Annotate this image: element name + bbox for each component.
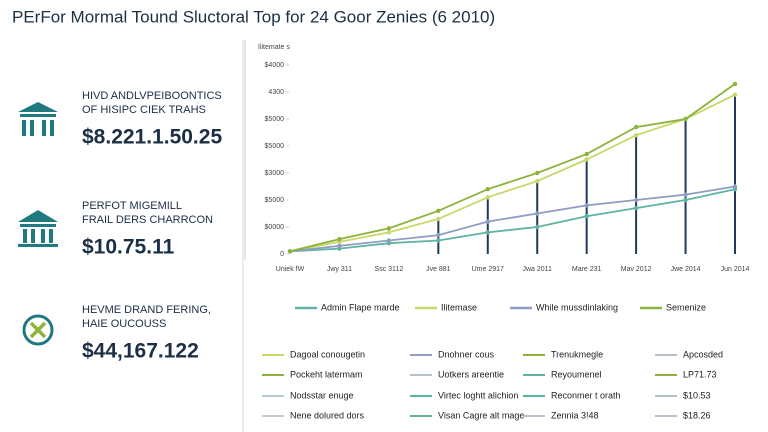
point	[584, 214, 589, 219]
legend-label: Semenize	[666, 302, 706, 312]
x-tick-label: Jwa 2011	[522, 266, 552, 273]
bank-icon	[18, 210, 58, 247]
x-tick-label: Jun 2014	[721, 266, 750, 273]
point	[633, 133, 639, 138]
point	[386, 226, 392, 231]
series-line	[289, 185, 736, 253]
point	[584, 157, 589, 162]
point	[683, 192, 688, 197]
check-icon	[22, 314, 54, 346]
key-label: $10.53	[683, 390, 711, 400]
kpi-label: PERFOT MIGEMILL	[82, 200, 182, 212]
key-label: Trenukmegle	[551, 349, 603, 359]
key-label: Virtec loghtt alichion	[438, 390, 518, 400]
point	[633, 124, 639, 130]
series-line	[289, 188, 736, 253]
y-tick-label: $3000	[265, 170, 285, 177]
point	[535, 211, 540, 216]
key-label: Pockeht latermam	[290, 369, 363, 379]
legend-label: Admin Flape marde	[321, 302, 400, 312]
y-tick-label: 4300	[268, 89, 284, 96]
point	[535, 224, 540, 230]
kpi-label: OF HISIPC CIEK TRAHS	[82, 104, 206, 116]
y-tick-label: $5000	[265, 143, 285, 150]
kpi-label: HIVD ANDLVPEIBOONTICS	[82, 90, 222, 102]
bank-icon	[18, 102, 58, 136]
point	[732, 92, 738, 97]
key-label: Visan Cagre alt mage	[438, 410, 524, 420]
point	[732, 184, 738, 189]
point	[683, 116, 688, 122]
point	[633, 205, 639, 211]
legend-label: Ilitemase	[441, 302, 477, 312]
point	[436, 232, 441, 238]
legend-label: While mussdinlaking	[536, 302, 618, 312]
point	[386, 230, 392, 235]
y-tick-label: $4000	[265, 62, 285, 69]
point	[436, 208, 441, 213]
point	[386, 238, 392, 243]
point	[485, 195, 490, 200]
key-label: Nodsstar enuge	[290, 390, 354, 400]
x-tick-label: Jwe 2014	[671, 266, 701, 273]
key-label: Reconmer t orath	[551, 390, 621, 400]
kpi-label: HEVME DRAND FERING,	[82, 304, 211, 316]
y-axis-title: Ilitemate s	[258, 44, 290, 51]
kpi-label: FRAIL DERS CHARRCON	[82, 214, 213, 226]
point	[732, 81, 738, 87]
point	[485, 219, 490, 224]
point	[436, 216, 441, 222]
kpi-value: $8.221.1.50.25	[82, 126, 222, 149]
point	[584, 203, 589, 208]
x-tick-label: Uniek fW	[276, 266, 305, 273]
point	[633, 197, 639, 203]
point	[337, 236, 342, 242]
series-line	[289, 83, 736, 253]
key-label: Nene dolured dors	[290, 410, 365, 420]
series-line	[289, 93, 736, 253]
kpi-value: $10.75.11	[82, 236, 175, 259]
point	[485, 187, 490, 192]
point	[337, 243, 342, 249]
key-label: Apcosded	[683, 349, 723, 359]
y-tick-label: $0000	[265, 224, 285, 231]
x-tick-label: Ume 2917	[472, 266, 504, 273]
key-label: Zennia 3!48	[551, 410, 599, 420]
kpi-value: $44,167.122	[82, 340, 199, 363]
key-label: Uotkers areentie	[438, 369, 504, 379]
key-label: Dagoal conougetin	[290, 349, 365, 359]
page-title: PErFor Mormal Tound Sluctoral Top for 24…	[12, 7, 495, 26]
y-tick-label: 0	[280, 251, 284, 258]
point	[436, 238, 441, 243]
x-tick-label: Jve 881	[426, 266, 451, 273]
point	[485, 230, 490, 235]
key-label: Reyoumenel	[551, 369, 602, 379]
key-label: LP71.73	[683, 369, 717, 379]
x-tick-label: Ssc 3112	[375, 266, 404, 273]
y-tick-label: $5000	[265, 116, 285, 123]
kpi-label: HAIE OUCOUSS	[82, 318, 166, 330]
point	[584, 151, 589, 157]
x-tick-label: Jwy 311	[327, 266, 352, 273]
y-tick-label: $5000	[265, 197, 285, 204]
point	[535, 170, 540, 176]
x-tick-label: Mare 231	[572, 266, 602, 273]
x-tick-label: Mav 2012	[621, 266, 652, 273]
point	[287, 249, 293, 254]
point	[535, 178, 540, 184]
key-label: $18.26	[683, 410, 711, 420]
point	[683, 197, 688, 203]
key-label: Dnohner cous	[438, 349, 495, 359]
